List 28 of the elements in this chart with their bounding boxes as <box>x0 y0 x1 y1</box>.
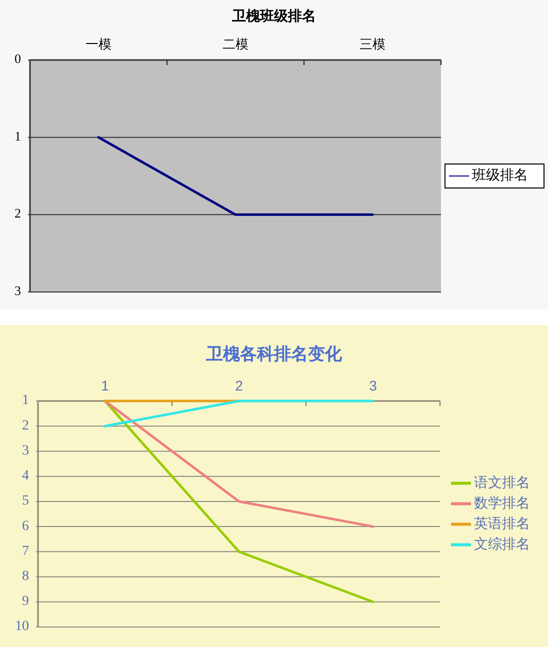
y-tick-label: 2 <box>14 206 21 221</box>
x-tick-label: 二模 <box>222 36 248 52</box>
y-tick-label: 4 <box>22 468 29 484</box>
legend-label: 文综排名 <box>474 535 530 552</box>
x-tick-label: 2 <box>235 378 244 394</box>
x-tick-label: 1 <box>101 378 110 394</box>
y-tick-label: 1 <box>14 128 21 144</box>
y-tick-label: 8 <box>22 568 29 584</box>
x-tick-label: 3 <box>369 378 378 394</box>
legend-label: 班级排名 <box>472 166 528 183</box>
chart-title: 卫槐班级排名 <box>231 8 316 24</box>
y-tick-label: 1 <box>22 393 29 408</box>
legend-label: 语文排名 <box>474 474 530 490</box>
y-tick-label: 2 <box>22 418 29 434</box>
y-tick-label: 7 <box>22 544 29 559</box>
y-tick-label: 3 <box>22 443 29 458</box>
legend-label: 英语排名 <box>474 514 530 531</box>
y-tick-label: 9 <box>22 594 29 610</box>
legend: 班级排名 <box>444 164 544 188</box>
legend-label: 数学排名 <box>474 494 530 510</box>
y-tick-label: 10 <box>15 619 29 634</box>
y-tick-label: 0 <box>14 50 21 66</box>
y-tick-label: 5 <box>22 494 29 509</box>
x-tick-label: 一模 <box>86 36 112 52</box>
y-tick-label: 3 <box>14 282 21 298</box>
x-tick-label: 三模 <box>360 36 386 52</box>
y-tick-label: 6 <box>22 518 29 534</box>
chart-title: 卫槐各科排名变化 <box>205 344 343 364</box>
